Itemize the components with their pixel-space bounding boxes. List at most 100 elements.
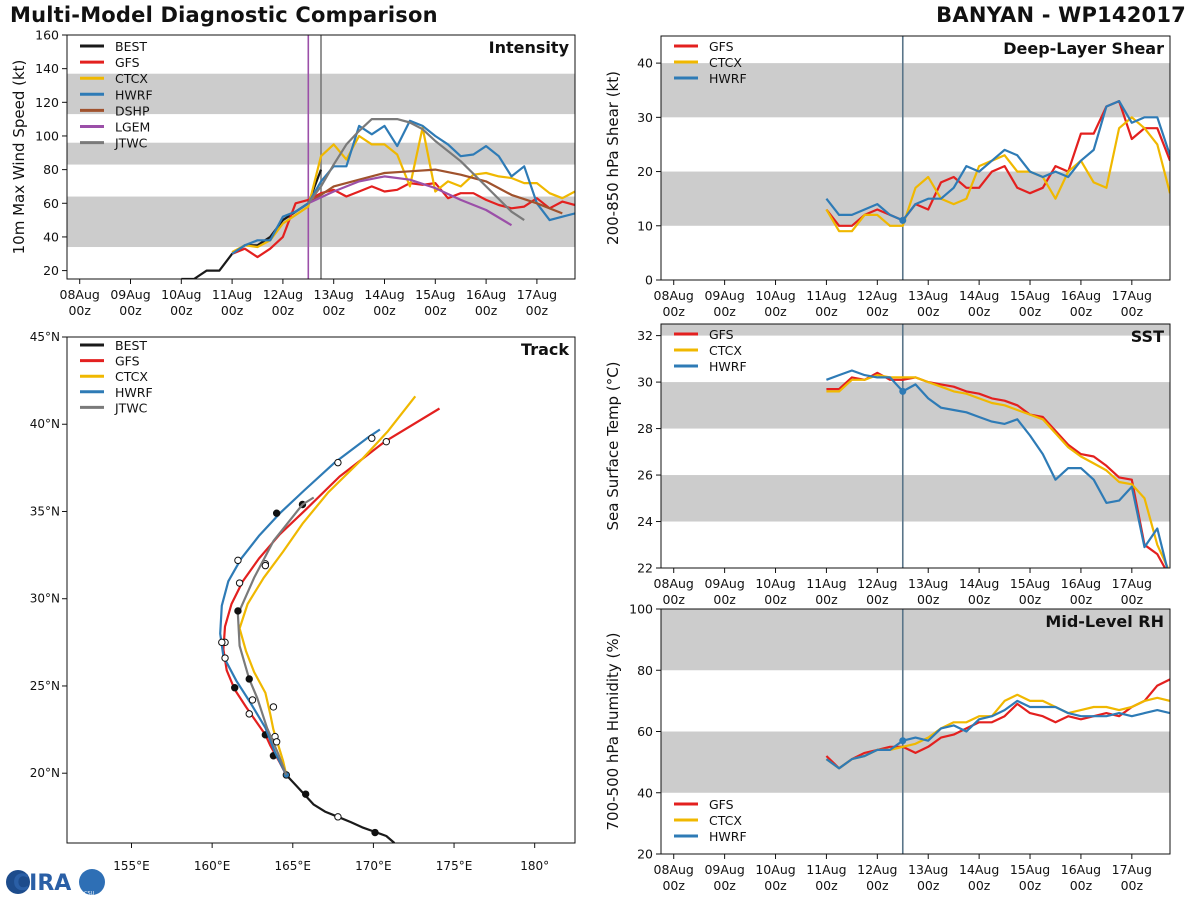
intensity-xtick-label: 17Aug bbox=[517, 287, 557, 302]
sst-ytick-label: 24 bbox=[637, 514, 653, 529]
sst-xtick-sublabel: 00z bbox=[815, 592, 838, 607]
rh-title: Mid-Level RH bbox=[1045, 612, 1164, 631]
intensity-ytick-label: 120 bbox=[35, 95, 59, 110]
rh-xtick-label: 10Aug bbox=[755, 862, 795, 877]
intensity-legend-label-lgem: LGEM bbox=[115, 120, 150, 135]
track-legend-label-ctcx: CTCX bbox=[115, 369, 148, 384]
intensity-xtick-label: 15Aug bbox=[415, 287, 455, 302]
shear-xtick-label: 08Aug bbox=[654, 288, 694, 303]
rh-legend-label-hwrf: HWRF bbox=[709, 829, 747, 844]
track-dot-hwrf bbox=[248, 696, 257, 704]
rh-xtick-sublabel: 00z bbox=[968, 878, 991, 893]
intensity-xtick-label: 08Aug bbox=[60, 287, 100, 302]
intensity-legend-label-jtwc: JTWC bbox=[114, 136, 148, 151]
track-dot-gfs bbox=[231, 684, 239, 692]
sst-title: SST bbox=[1131, 327, 1164, 346]
track-dot-gfs bbox=[382, 437, 391, 446]
shear-legend-label-ctcx: CTCX bbox=[709, 55, 742, 70]
shear-frame bbox=[660, 35, 1171, 281]
intensity-title: Intensity bbox=[489, 38, 570, 57]
intensity-xtick-label: 11Aug bbox=[212, 287, 252, 302]
intensity-xtick-sublabel: 00z bbox=[322, 303, 345, 318]
track-xtick-label: 155°E bbox=[113, 859, 150, 873]
intensity-xtick-label: 10Aug bbox=[161, 287, 201, 302]
sst-xtick-label: 12Aug bbox=[857, 576, 897, 591]
sst-ytick-label: 22 bbox=[637, 561, 653, 576]
shear-xtick-sublabel: 00z bbox=[968, 304, 991, 319]
sst-ytick-label: 30 bbox=[637, 375, 653, 390]
rh-series-hwrf bbox=[825, 699, 1170, 770]
rh-ytick-label: 20 bbox=[637, 847, 653, 862]
rh-xtick-label: 13Aug bbox=[908, 862, 948, 877]
track-dot-jtwc bbox=[272, 738, 281, 746]
intensity-ylabel: 10m Max Wind Speed (kt) bbox=[10, 60, 28, 255]
sst-xtick-sublabel: 00z bbox=[968, 592, 991, 607]
shear-chart: 01020304008Aug00z09Aug00z10Aug00z11Aug00… bbox=[604, 35, 1171, 319]
intensity-ytick-label: 40 bbox=[43, 229, 59, 244]
intensity-xtick-sublabel: 00z bbox=[68, 303, 91, 318]
track-xtick-label: 165°E bbox=[275, 859, 312, 873]
intensity-series-jtwc bbox=[307, 118, 525, 222]
shear-ytick-label: 20 bbox=[637, 164, 653, 179]
rh-xtick-sublabel: 00z bbox=[917, 878, 940, 893]
rh-ytick-label: 80 bbox=[637, 663, 653, 678]
track-dot-best bbox=[334, 813, 342, 821]
shear-xtick-label: 12Aug bbox=[857, 288, 897, 303]
intensity-series-group bbox=[181, 118, 575, 279]
logo-swirl-icon bbox=[79, 869, 105, 895]
intensity-xtick-sublabel: 00z bbox=[272, 303, 295, 318]
intensity-ytick-label: 80 bbox=[43, 162, 59, 177]
intensity-xtick-sublabel: 00z bbox=[373, 303, 396, 318]
rh-ytick-label: 100 bbox=[629, 602, 653, 617]
rh-xtick-label: 16Aug bbox=[1061, 862, 1101, 877]
shear-xtick-label: 14Aug bbox=[959, 288, 999, 303]
track-legend-label-best: BEST bbox=[115, 338, 147, 353]
sst-series-hwrf bbox=[826, 369, 1169, 568]
intensity-series-dshp bbox=[307, 168, 563, 215]
intensity-xtick-label: 12Aug bbox=[263, 287, 303, 302]
track-legend-label-hwrf: HWRF bbox=[115, 385, 153, 400]
sst-xtick-label: 15Aug bbox=[1010, 576, 1050, 591]
rh-xtick-sublabel: 00z bbox=[1019, 878, 1042, 893]
track-ytick-label: 45°N bbox=[30, 330, 60, 344]
shear-title: Deep-Layer Shear bbox=[1003, 39, 1164, 58]
shear-xtick-label: 17Aug bbox=[1112, 288, 1152, 303]
sst-xtick-sublabel: 00z bbox=[1019, 592, 1042, 607]
track-dot-hwrf bbox=[368, 434, 376, 442]
track-title: Track bbox=[521, 340, 569, 359]
track-ytick-label: 40°N bbox=[30, 417, 60, 431]
sst-xtick-label: 10Aug bbox=[755, 576, 795, 591]
track-ytick-label: 30°N bbox=[30, 592, 60, 606]
intensity-xtick-label: 13Aug bbox=[314, 287, 354, 302]
intensity-chart: 2040608010012014016008Aug00z09Aug00z10Au… bbox=[10, 28, 576, 318]
logo-globe-icon bbox=[6, 870, 30, 894]
rh-xtick-label: 14Aug bbox=[959, 862, 999, 877]
track-frame bbox=[66, 336, 576, 844]
track-xtick-label: 180° bbox=[520, 859, 549, 873]
track-dot-hwrf bbox=[234, 556, 242, 565]
sst-legend-label-ctcx: CTCX bbox=[709, 343, 742, 358]
sst-xtick-sublabel: 00z bbox=[713, 592, 736, 607]
rh-ylabel: 700-500 hPa Humidity (%) bbox=[604, 632, 622, 830]
track-chart: 20°N 25°N 30°N 35°N 40°N 45°N 155°E 160°E 165°E 1… bbox=[30, 330, 576, 873]
rh-legend-label-ctcx: CTCX bbox=[709, 813, 742, 828]
sst-xtick-sublabel: 00z bbox=[917, 592, 940, 607]
sst-xtick-label: 13Aug bbox=[908, 576, 948, 591]
shear-xtick-label: 11Aug bbox=[806, 288, 846, 303]
sst-band bbox=[661, 382, 1170, 429]
shear-xtick-sublabel: 00z bbox=[815, 304, 838, 319]
rh-xtick-sublabel: 00z bbox=[866, 878, 889, 893]
track-dot-jtwc bbox=[261, 561, 270, 570]
intensity-ytick-label: 60 bbox=[43, 196, 59, 211]
track-dot-hwrf bbox=[218, 638, 226, 647]
intensity-series-ctcx bbox=[231, 126, 575, 254]
cira-logo: CIRA CSU bbox=[6, 869, 105, 897]
sst-ytick-label: 28 bbox=[637, 421, 653, 436]
sst-series-ctcx bbox=[826, 374, 1170, 568]
track-dot-gfs bbox=[235, 579, 244, 587]
track-dot-jtwc bbox=[272, 509, 281, 517]
sst-xtick-label: 16Aug bbox=[1061, 576, 1101, 591]
intensity-xtick-sublabel: 00z bbox=[119, 303, 142, 318]
shear-series-ctcx bbox=[825, 116, 1170, 233]
rh-xtick-label: 08Aug bbox=[654, 862, 694, 877]
